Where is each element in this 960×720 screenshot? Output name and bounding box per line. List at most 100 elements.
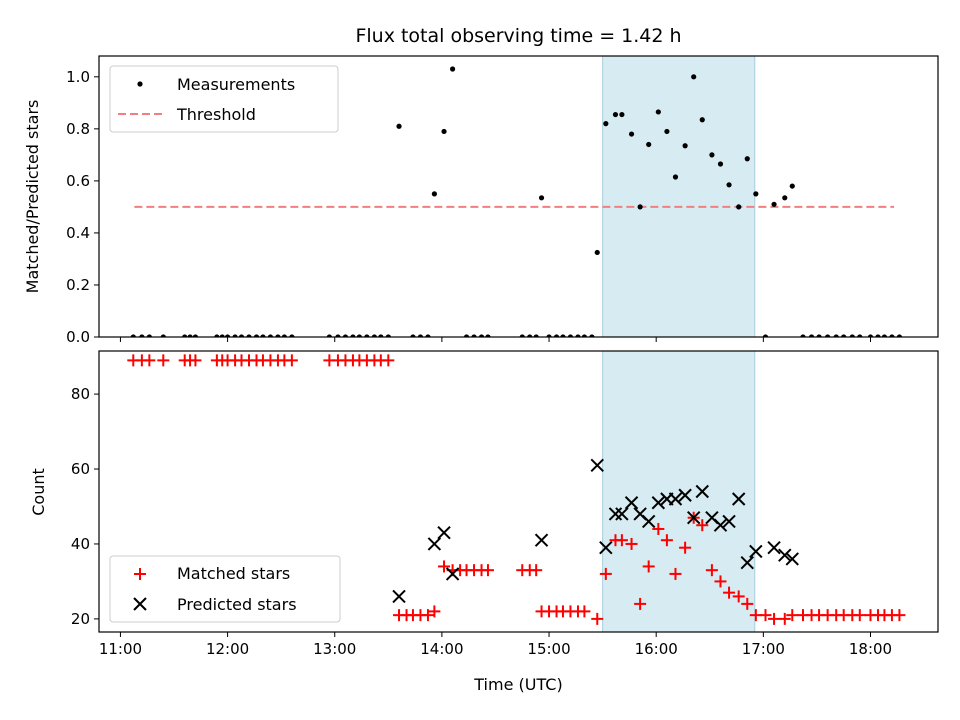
x-tick-label: 17:00: [742, 640, 785, 658]
measurement-point: [275, 334, 281, 337]
predicted-star-point: [767, 540, 781, 555]
matched-star-point: [481, 564, 494, 577]
measurement-point: [232, 334, 238, 337]
matched-star-point: [285, 354, 298, 367]
matched-star-point: [382, 354, 395, 367]
measurement-point: [410, 334, 416, 337]
predicted-star-point: [437, 526, 451, 540]
measurement-point: [841, 334, 847, 337]
matched-star-point: [732, 590, 745, 603]
measurement-point: [187, 334, 193, 337]
matched-star-point: [625, 537, 638, 550]
predicted-star-point: [722, 514, 736, 529]
matched-star-point: [143, 354, 156, 367]
matched-star-point: [786, 609, 799, 622]
measurement-point: [825, 334, 831, 337]
top-legend-frame: [109, 65, 339, 133]
predicted-star-point: [534, 533, 549, 547]
measurement-point: [485, 334, 491, 337]
predicted-star-point: [778, 548, 792, 562]
measurement-point: [589, 334, 595, 337]
measurement-point: [896, 334, 903, 337]
measurement-point: [637, 204, 643, 210]
bottom-series: [127, 354, 906, 625]
measurement-point: [463, 334, 470, 337]
matched-star-point: [591, 612, 604, 625]
predicted-star-point: [740, 555, 754, 570]
top-y-axis-label: Matched/Predicted stars: [23, 100, 42, 294]
predicted-star-point: [615, 507, 629, 521]
measurement-point: [396, 123, 402, 129]
measurement-point: [857, 334, 863, 337]
measurement-point: [219, 334, 225, 337]
bottom-axes-frame: [98, 350, 939, 633]
top-y-tick-label: 0.6: [66, 172, 90, 190]
top-shaded-span: [602, 55, 756, 338]
measurement-point: [130, 334, 136, 337]
measurement-point: [335, 334, 341, 337]
measurement-point: [527, 334, 533, 337]
matched-star-point: [599, 567, 612, 580]
x-tick-label: 11:00: [99, 640, 142, 658]
measurement-point: [260, 334, 266, 337]
bottom-y-tick-label: 20: [71, 610, 90, 628]
measurement-point: [612, 111, 619, 118]
x-tick-label: 12:00: [206, 640, 249, 658]
measurement-point: [726, 182, 732, 188]
matched-star-point: [578, 605, 591, 618]
matched-star-point: [759, 609, 772, 622]
measurement-point: [450, 66, 456, 72]
bottom-shaded-span: [602, 350, 756, 633]
measurement-point: [691, 74, 697, 80]
measurement-point: [581, 334, 587, 337]
matched-star-point: [705, 564, 718, 577]
measurement-point: [800, 334, 806, 337]
measurement-point: [875, 334, 881, 337]
top-y-tick-label: 1.0: [66, 68, 90, 86]
predicted-star-point: [590, 458, 604, 472]
measurements-legend-marker: [137, 81, 143, 87]
measurement-point: [672, 174, 679, 180]
matched-star-point: [421, 609, 434, 622]
top-y-tick-label: 0.2: [66, 276, 90, 294]
measurement-point: [771, 201, 777, 207]
measurement-point: [603, 121, 609, 127]
x-tick-label: 16:00: [635, 640, 678, 658]
measurement-point: [378, 334, 384, 337]
measurement-point: [808, 334, 815, 337]
measurement-point: [146, 334, 152, 337]
predicted-star-point: [624, 496, 639, 510]
x-tick-label: 13:00: [313, 640, 356, 658]
measurement-point: [519, 334, 525, 337]
predicted-star-point: [641, 514, 656, 529]
bottom-legend: Matched stars Predicted stars: [109, 555, 341, 623]
measurement-point: [431, 191, 437, 197]
matched-legend-label: Matched stars: [177, 564, 290, 583]
matched-star-point: [723, 586, 736, 599]
matched-star-point: [530, 564, 543, 577]
x-tick-label: 15:00: [527, 640, 570, 658]
predicted-star-point: [749, 544, 763, 559]
matched-star-point: [438, 560, 451, 573]
measurement-point: [160, 334, 166, 337]
measurement-point: [736, 204, 742, 210]
measurement-point: [253, 334, 260, 337]
x-tick-label: 18:00: [849, 640, 892, 658]
measurement-point: [139, 334, 145, 337]
threshold-legend-label: Threshold: [176, 105, 256, 124]
predicted-star-point: [651, 496, 666, 510]
measurement-point: [699, 117, 705, 123]
measurement-point: [478, 334, 485, 337]
predicted-star-point: [427, 537, 442, 551]
top-y-tick-label: 0.4: [66, 224, 90, 242]
measurement-point: [281, 334, 287, 337]
matched-star-point: [778, 612, 791, 625]
measurement-point: [816, 334, 822, 337]
measurement-point: [385, 334, 391, 337]
matched-star-point: [679, 541, 692, 554]
matched-star-point: [893, 609, 906, 622]
matched-star-point: [669, 567, 682, 580]
measurement-point: [441, 128, 447, 135]
bottom-y-axis-label: Count: [29, 468, 48, 516]
